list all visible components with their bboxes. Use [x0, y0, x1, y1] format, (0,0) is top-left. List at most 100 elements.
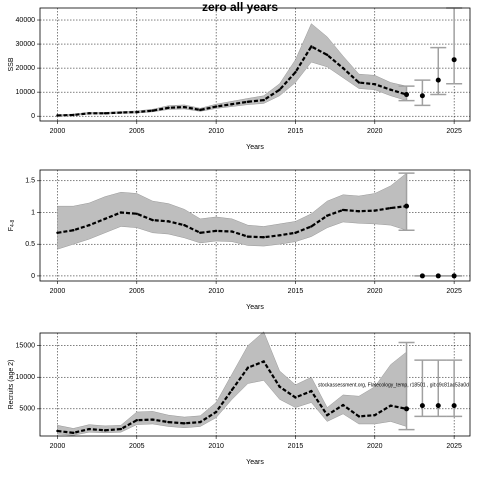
estimate-point — [214, 410, 218, 414]
x-tick-label: 2005 — [129, 128, 145, 135]
projection-point — [419, 93, 425, 99]
x-tick-label: 2010 — [208, 288, 224, 295]
estimate-point — [167, 420, 170, 424]
estimate-point — [246, 235, 250, 238]
annotation: stockassessment.org, Flatecology_temp, r… — [318, 383, 469, 389]
estimate-point — [373, 413, 376, 417]
estimate-point — [341, 403, 345, 407]
estimate-point — [262, 360, 265, 363]
estimate-point — [151, 218, 154, 222]
y-tick-label: 0 — [31, 113, 35, 120]
estimate-point — [389, 88, 392, 91]
estimate-point — [135, 419, 138, 422]
x-tick-label: 2010 — [208, 128, 224, 135]
x-tick-label: 2020 — [367, 128, 383, 135]
estimate-point — [262, 236, 265, 239]
estimate-point — [310, 225, 313, 228]
x-tick-label: 2025 — [446, 128, 462, 135]
estimate-point — [310, 45, 313, 48]
projection-point — [435, 403, 441, 409]
y-tick-label: 0 — [31, 273, 35, 280]
y-tick-label: 10000 — [16, 89, 36, 96]
estimate-point — [167, 106, 170, 109]
estimate-point — [246, 366, 250, 369]
estimate-point — [167, 220, 170, 223]
estimate-point — [357, 210, 361, 213]
estimate-point — [325, 214, 329, 217]
estimate-point — [389, 404, 392, 407]
estimate-point — [230, 102, 234, 106]
x-tick-label: 2005 — [129, 288, 145, 295]
estimate-point — [294, 70, 297, 74]
projection-point — [404, 92, 410, 98]
estimate-point — [389, 206, 392, 210]
x-axis-label: Years — [246, 144, 264, 151]
estimate-point — [183, 422, 186, 425]
estimate-point — [357, 81, 361, 84]
y-tick-label: 20000 — [16, 65, 36, 72]
estimate-point — [357, 415, 361, 418]
estimate-point — [87, 223, 91, 227]
y-axis-label: SSB — [8, 57, 15, 71]
x-tick-label: 2025 — [446, 288, 462, 295]
y-axis-label: Recruits (age 2) — [8, 360, 15, 410]
projection-point — [435, 273, 441, 279]
estimate-point — [72, 229, 75, 232]
x-axis-label: Years — [246, 304, 264, 311]
y-tick-label: 15000 — [16, 342, 36, 349]
x-axis-label: Years — [246, 459, 264, 466]
y-axis-label: F4-8 — [8, 220, 16, 232]
estimate-point — [230, 230, 234, 233]
estimate-point — [119, 427, 123, 431]
x-tick-label: 2015 — [288, 288, 304, 295]
y-tick-label: 40000 — [16, 17, 36, 24]
y-tick-label: 5000 — [19, 406, 35, 413]
y-axis-label-sub: 4-8 — [10, 220, 16, 227]
estimate-point — [246, 100, 250, 103]
estimate-point — [103, 429, 107, 432]
x-tick-label: 2000 — [50, 288, 66, 295]
estimate-point — [373, 83, 376, 86]
estimate-point — [56, 429, 59, 433]
estimate-point — [135, 110, 138, 114]
projection-point — [451, 273, 457, 279]
y-tick-label: 30000 — [16, 41, 36, 48]
estimate-point — [214, 105, 218, 108]
estimate-point — [87, 427, 91, 431]
estimate-point — [294, 231, 297, 234]
confidence-band — [57, 172, 407, 250]
chart-title: zero all years — [202, 0, 278, 14]
plot-frame — [39, 7, 471, 122]
x-tick-label: 2020 — [367, 443, 383, 450]
projection-point — [451, 403, 457, 409]
estimate-point — [262, 98, 265, 102]
estimate-point — [325, 53, 329, 57]
plot-frame — [39, 169, 471, 282]
estimate-point — [56, 231, 59, 234]
estimate-point — [278, 88, 281, 91]
y-tick-label: 1 — [31, 209, 35, 216]
estimate-point — [341, 208, 345, 212]
estimate-point — [151, 109, 154, 112]
x-tick-label: 2000 — [50, 128, 66, 135]
x-tick-label: 2015 — [288, 128, 304, 135]
estimate-point — [119, 211, 123, 214]
estimate-point — [151, 418, 154, 421]
x-tick-label: 2005 — [129, 443, 145, 450]
x-tick-label: 2015 — [288, 443, 304, 450]
x-tick-label: 2020 — [367, 288, 383, 295]
projection-point — [404, 406, 410, 412]
projection-point — [451, 57, 457, 63]
estimate-point — [278, 234, 281, 237]
x-tick-label: 2000 — [50, 443, 66, 450]
estimate-point — [183, 223, 186, 227]
estimate-point — [199, 108, 202, 112]
estimate-point — [294, 396, 297, 399]
y-tick-label: 1.5 — [25, 178, 35, 185]
estimate-point — [87, 112, 91, 115]
projection-point — [435, 77, 441, 83]
x-tick-label: 2010 — [208, 443, 224, 450]
estimate-point — [103, 217, 107, 221]
plot-frame — [39, 332, 471, 437]
projection-point — [419, 403, 425, 409]
